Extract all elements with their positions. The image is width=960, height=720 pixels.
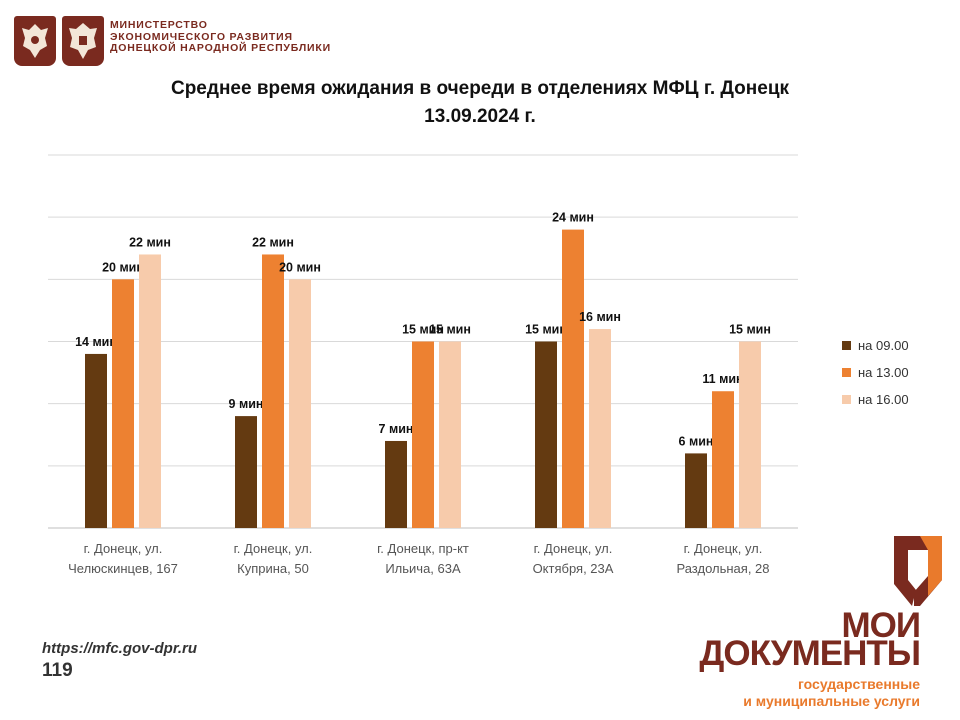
bar [85, 353, 107, 528]
bar [235, 416, 257, 528]
legend-label-1600: на 16.00 [858, 392, 909, 407]
data-label: 15 мин [402, 323, 444, 337]
legend-swatch-1300 [842, 368, 851, 377]
data-label: 16 мин [579, 310, 621, 324]
data-label: 24 мин [552, 211, 594, 225]
bar [589, 329, 611, 528]
data-label: 15 мин [525, 323, 567, 337]
website-url: https://mfc.gov-dpr.ru [42, 640, 197, 657]
legend-swatch-1600 [842, 395, 851, 404]
legend-item-1600: на 16.00 [842, 386, 909, 413]
bar [712, 391, 734, 528]
bar [262, 254, 284, 528]
data-label: 15 мин [429, 323, 471, 337]
category-label: г. Донецк, ул. [234, 541, 313, 556]
coat-of-arms-dpr-icon [62, 16, 104, 66]
logo-subtitle-1: государственные [798, 676, 920, 692]
ministry-name: МИНИСТЕРСТВО ЭКОНОМИЧЕСКОГО РАЗВИТИЯ ДОН… [110, 19, 331, 55]
data-label: 9 мин [229, 397, 264, 411]
legend-label-0900: на 09.00 [858, 338, 909, 353]
category-label: г. Донецк, ул. [84, 541, 163, 556]
ministry-line-1: МИНИСТЕРСТВО [110, 19, 208, 31]
legend-item-0900: на 09.00 [842, 332, 909, 359]
data-label: 6 мин [679, 434, 714, 448]
bar [139, 254, 161, 528]
data-label: 22 мин [252, 235, 294, 249]
data-label: 20 мин [279, 260, 321, 274]
category-label: Челюскинцев, 167 [68, 561, 178, 576]
legend-label-1300: на 13.00 [858, 365, 909, 380]
ministry-line-2: ЭКОНОМИЧЕСКОГО РАЗВИТИЯ [110, 30, 293, 43]
data-label: 22 мин [129, 235, 171, 249]
bar [112, 279, 134, 528]
category-label: г. Донецк, ул. [534, 541, 613, 556]
coat-of-arms-russia-icon [14, 16, 56, 66]
bar [412, 341, 434, 528]
ministry-line-3: ДОНЕЦКОЙ НАРОДНОЙ РЕСПУБЛИКИ [110, 42, 331, 54]
category-label: Ильича, 63А [385, 561, 461, 576]
logo-text-moi: МОИ [841, 606, 921, 645]
bar [535, 341, 557, 528]
data-label: 11 мин [702, 372, 743, 386]
category-label: г. Донецк, ул. [684, 541, 763, 556]
bar [685, 453, 707, 528]
bar [562, 229, 584, 528]
category-label: Октября, 23А [533, 561, 614, 576]
data-label: 15 мин [729, 323, 771, 337]
logo-text-dokumenty: ДОКУМЕНТЫ [699, 634, 921, 673]
page-number: 119 [42, 660, 73, 681]
data-label: 14 мин [75, 335, 117, 349]
moi-dokumenty-logo-icon [894, 536, 942, 606]
logo-subtitle-2: и муниципальные услуги [743, 693, 920, 709]
chart-title: Среднее время ожидания в очереди в отдел… [170, 78, 790, 99]
chart-legend: на 09.00 на 13.00 на 16.00 [842, 332, 909, 413]
category-label: г. Донецк, пр-кт [377, 541, 469, 556]
chart-date: 13.09.2024 г. [424, 106, 536, 127]
data-label: 7 мин [379, 422, 414, 436]
legend-swatch-0900 [842, 341, 851, 350]
data-label: 20 мин [102, 260, 144, 274]
bar [385, 440, 407, 528]
bar [739, 341, 761, 528]
category-label: Раздольная, 28 [676, 561, 769, 576]
legend-item-1300: на 13.00 [842, 359, 909, 386]
bar [439, 341, 461, 528]
bar [289, 279, 311, 528]
category-label: Куприна, 50 [237, 561, 309, 576]
